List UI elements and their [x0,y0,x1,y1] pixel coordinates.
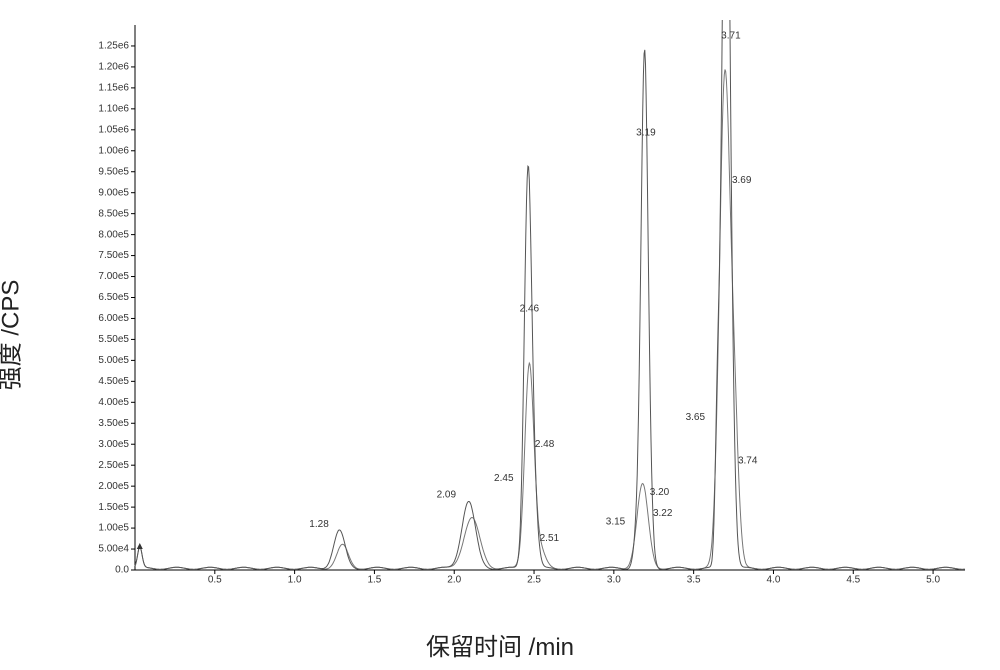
svg-text:6.50e5: 6.50e5 [98,292,129,303]
svg-text:1.5: 1.5 [367,574,381,585]
svg-text:1.25e6: 1.25e6 [98,41,129,52]
svg-text:2.45: 2.45 [494,473,514,484]
svg-text:1.15e6: 1.15e6 [98,83,129,94]
svg-text:2.50e5: 2.50e5 [98,460,129,471]
svg-text:5.00e4: 5.00e4 [98,544,129,555]
svg-text:3.50e5: 3.50e5 [98,418,129,429]
svg-text:4.00e5: 4.00e5 [98,397,129,408]
x-axis-label: 保留时间 /min [426,627,574,662]
plot-svg: 0.0 5.00e4 1.00e5 1.50e5 2.00e5 2.50e5 3.00e5 3… [95,20,975,595]
svg-text:2.5: 2.5 [527,574,541,585]
svg-text:3.19: 3.19 [636,127,656,138]
svg-text:0.0: 0.0 [115,565,129,576]
svg-text:2.00e5: 2.00e5 [98,481,129,492]
svg-text:8.50e5: 8.50e5 [98,208,129,219]
svg-text:2.51: 2.51 [540,533,560,544]
plot-area: 0.0 5.00e4 1.00e5 1.50e5 2.00e5 2.50e5 3.00e5 3… [95,20,975,595]
y-axis-label: 强度 /CPS [0,280,26,391]
svg-text:5.0: 5.0 [926,574,940,585]
svg-text:2.48: 2.48 [535,439,555,450]
svg-text:4.50e5: 4.50e5 [98,376,129,387]
svg-text:1.0: 1.0 [288,574,302,585]
svg-text:3.20: 3.20 [650,487,670,498]
svg-text:8.00e5: 8.00e5 [98,229,129,240]
svg-text:3.5: 3.5 [687,574,701,585]
svg-text:3.0: 3.0 [607,574,621,585]
svg-text:1.50e5: 1.50e5 [98,502,129,513]
chromatogram-chart: 强度 /CPS 保留时间 /min 0.0 5.00e4 1.00e5 1.50e5 2… [0,0,1000,670]
svg-text:3.69: 3.69 [732,175,752,186]
svg-text:6.00e5: 6.00e5 [98,313,129,324]
svg-text:1.05e6: 1.05e6 [98,124,129,135]
svg-text:2.0: 2.0 [447,574,461,585]
svg-text:1.00e6: 1.00e6 [98,145,129,156]
svg-text:3.15: 3.15 [606,517,626,528]
svg-text:4.5: 4.5 [846,574,860,585]
svg-text:3.71: 3.71 [721,31,741,42]
svg-text:2.46: 2.46 [520,303,540,314]
svg-text:2.09: 2.09 [437,490,457,501]
svg-text:7.50e5: 7.50e5 [98,250,129,261]
svg-text:3.65: 3.65 [686,412,706,423]
svg-text:3.00e5: 3.00e5 [98,439,129,450]
svg-text:0.5: 0.5 [208,574,222,585]
svg-text:4.0: 4.0 [767,574,781,585]
svg-text:1.00e5: 1.00e5 [98,523,129,534]
svg-text:5.00e5: 5.00e5 [98,355,129,366]
svg-text:3.74: 3.74 [738,456,758,467]
svg-text:7.00e5: 7.00e5 [98,271,129,282]
svg-text:3.22: 3.22 [653,508,673,519]
svg-text:1.28: 1.28 [309,519,329,530]
svg-text:9.00e5: 9.00e5 [98,187,129,198]
svg-text:1.20e6: 1.20e6 [98,62,129,73]
svg-text:5.50e5: 5.50e5 [98,334,129,345]
svg-text:1.10e6: 1.10e6 [98,103,129,114]
svg-text:9.50e5: 9.50e5 [98,166,129,177]
